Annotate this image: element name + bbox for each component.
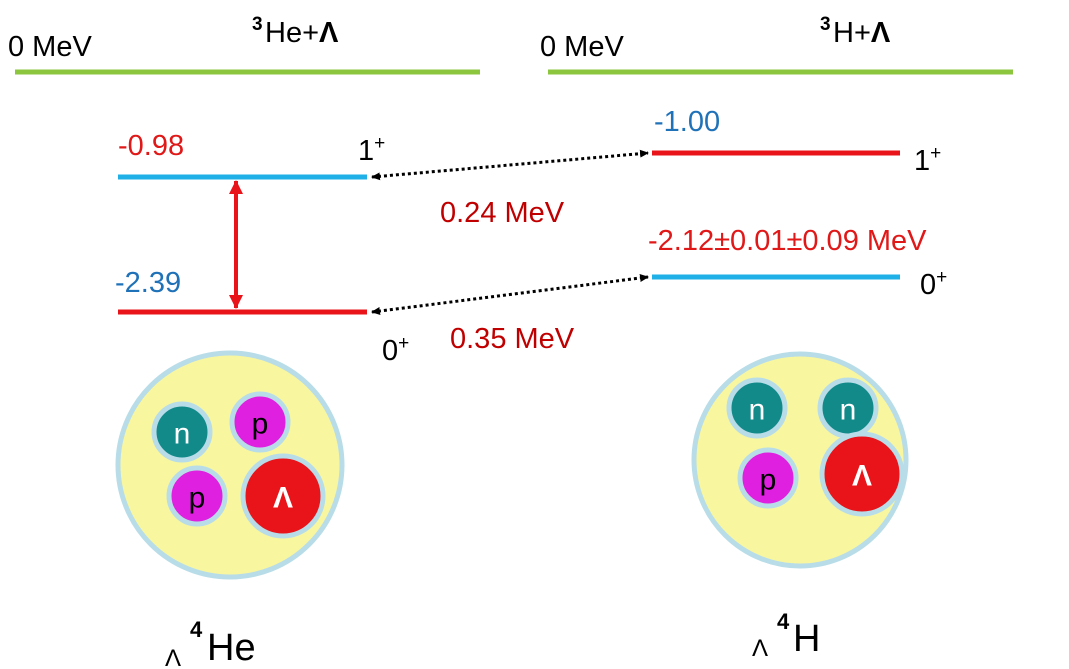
level-diagram: 0 MeV 0 MeV 3 He+Λ 3 H+Λ -0.98 -2.39 1+ … <box>0 0 1069 669</box>
particle-label: Λ <box>273 482 293 515</box>
parity: + <box>930 143 941 164</box>
level-energy: -1.00 <box>654 106 720 138</box>
particle-label: Λ <box>852 460 872 493</box>
spin: 1 <box>358 135 374 167</box>
spin: 1 <box>914 145 930 177</box>
particle-label: n <box>840 394 857 427</box>
splitting-label: 0.35 MeV <box>450 323 575 355</box>
spin-parity: 0+ <box>382 333 409 367</box>
particle-label: p <box>252 408 269 441</box>
hyperon-subscript: Λ <box>165 645 181 669</box>
shift-arrow <box>372 277 648 312</box>
spin: 0 <box>920 269 936 301</box>
nucleus: He+ <box>265 17 319 49</box>
particle-label: p <box>189 482 206 515</box>
particle-label: n <box>174 418 191 451</box>
particle-label: p <box>760 464 777 497</box>
element: He <box>207 627 256 669</box>
parity: + <box>398 333 409 354</box>
element: H <box>793 618 820 660</box>
mass-number: 3 <box>252 14 263 35</box>
mass-number: 3 <box>820 14 831 35</box>
parity: + <box>936 267 947 288</box>
level-energy: -2.39 <box>115 267 181 299</box>
shift-arrow <box>372 153 648 177</box>
hyperon: Λ <box>319 17 339 49</box>
hyperon-subscript: Λ <box>752 635 768 662</box>
threshold-label: 0 MeV <box>540 31 624 63</box>
spin: 0 <box>382 335 398 367</box>
splitting-label: 0.24 MeV <box>440 197 565 229</box>
reaction-label: He+Λ <box>265 17 339 49</box>
spin-parity: 1+ <box>358 133 385 167</box>
spin-parity: 0+ <box>920 267 947 301</box>
mass-number: 4 <box>777 609 790 634</box>
mass-number: 4 <box>190 617 203 642</box>
particle-label: n <box>749 394 766 427</box>
reaction-label: H+Λ <box>833 17 891 49</box>
threshold-label: 0 MeV <box>8 31 92 63</box>
parity: + <box>374 133 385 154</box>
level-energy: -0.98 <box>118 130 184 162</box>
hyperon: Λ <box>871 17 891 49</box>
nucleus: H+ <box>833 17 871 49</box>
level-energy: -2.12±0.01±0.09 MeV <box>648 225 927 257</box>
spin-parity: 1+ <box>914 143 941 177</box>
